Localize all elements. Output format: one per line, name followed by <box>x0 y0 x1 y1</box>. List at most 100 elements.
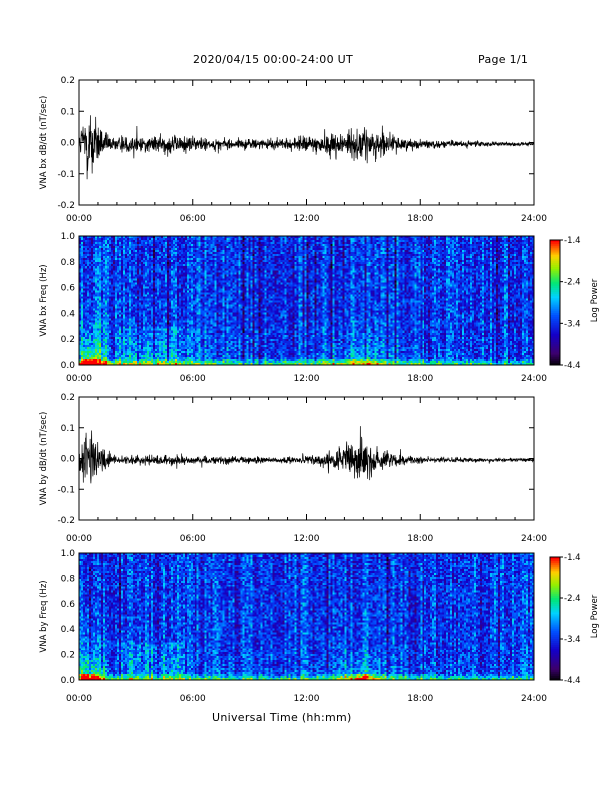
spectrogram-cell <box>216 276 219 279</box>
spectrogram-cell <box>172 348 176 352</box>
spectrogram-cell <box>134 294 138 297</box>
spectrogram-cell <box>214 352 217 356</box>
spectrogram-cell <box>216 238 219 241</box>
spectrogram-cell <box>120 346 124 350</box>
spectrogram-cell <box>164 268 168 271</box>
spectrogram-cell <box>220 270 223 273</box>
spectrogram-cell <box>120 254 124 257</box>
spectrogram-cell <box>79 292 82 295</box>
spectrogram-cell <box>130 344 134 348</box>
spectrogram-cell <box>206 266 210 269</box>
spectrogram-cell <box>92 346 96 350</box>
spectrogram-cell <box>218 286 221 289</box>
spectrogram-cell <box>142 250 146 253</box>
spectrogram-cell <box>114 290 118 293</box>
spectrogram-cell <box>128 274 132 277</box>
spectrogram-cell <box>150 268 154 271</box>
spectrogram-cell <box>128 358 132 362</box>
spectrogram-cell <box>200 250 204 253</box>
spectrogram-cell <box>200 340 204 344</box>
spectrogram-cell <box>216 340 219 344</box>
spectrogram-cell <box>130 280 134 283</box>
spectrogram-cell <box>130 360 134 364</box>
spectrogram-cell <box>130 350 134 354</box>
spectrogram-cell <box>162 322 166 325</box>
spectrogram-cell <box>136 258 140 261</box>
spectrogram-cell <box>166 274 170 277</box>
spectrogram-cell <box>206 254 210 257</box>
spectrogram-cell <box>192 310 196 313</box>
spectrogram-cell <box>214 252 217 255</box>
spectrogram-cell <box>192 320 196 323</box>
spectrogram-cell <box>206 270 210 273</box>
spectrogram-cell <box>192 284 196 287</box>
spectrogram-cell <box>186 270 190 273</box>
spectrogram-cell <box>102 250 106 253</box>
spectrogram-cell <box>166 240 170 243</box>
spectrogram-cell <box>114 250 118 253</box>
spectrogram-cell <box>152 242 156 245</box>
spectrogram-cell <box>186 344 190 348</box>
spectrogram-cell <box>144 340 148 344</box>
spectrogram-cell <box>106 274 110 277</box>
spectrogram-cell <box>216 310 219 313</box>
spectrogram-cell <box>108 266 112 269</box>
spectrogram-cell <box>146 338 150 342</box>
spectrogram-cell <box>82 290 86 293</box>
spectrogram-cell <box>92 254 96 257</box>
spectrogram-cell <box>218 284 221 287</box>
spectrogram-cell <box>86 254 90 257</box>
spectrogram-cell <box>79 328 82 332</box>
spectrogram-cell <box>222 240 225 243</box>
spectrogram-cell <box>120 324 124 328</box>
spectrogram-cell <box>220 294 223 297</box>
spectrogram-cell <box>122 248 126 251</box>
spectrogram-cell <box>138 244 142 247</box>
spectrogram-cell <box>106 262 110 265</box>
spectrogram-cell <box>136 284 140 287</box>
spectrogram-cell <box>150 362 154 366</box>
spectrogram-cell <box>110 318 114 321</box>
spectrogram-cell <box>228 276 231 279</box>
spectrogram-cell <box>130 338 134 342</box>
spectrogram-cell <box>118 284 122 287</box>
spectrogram-cell <box>170 342 174 346</box>
spectrogram-cell <box>96 358 100 362</box>
spectrogram-cell <box>168 264 172 267</box>
spectrogram-cell <box>226 326 229 330</box>
spectrogram-cell <box>188 334 192 338</box>
spectrogram-cell <box>178 328 182 332</box>
spectrogram-cell <box>226 336 229 340</box>
spectrogram-cell <box>130 274 134 277</box>
spectrogram-cell <box>196 272 200 275</box>
y-tick-label: 0.0 <box>61 139 76 149</box>
spectrogram-cell <box>226 344 229 348</box>
spectrogram-cell <box>166 336 170 340</box>
spectrogram-cell <box>100 300 104 303</box>
spectrogram-cell <box>114 304 118 307</box>
spectrogram-cell <box>90 302 94 305</box>
spectrogram-cell <box>156 254 160 257</box>
spectrogram-cell <box>118 270 122 273</box>
spectrogram-cell <box>166 340 170 344</box>
spectrogram-cell <box>150 238 154 241</box>
spectrogram-cell <box>190 246 194 249</box>
spectrogram-cell <box>178 340 182 344</box>
spectrogram-cell <box>156 322 160 325</box>
spectrogram-cell <box>128 296 132 299</box>
spectrogram-cell <box>224 318 227 321</box>
spectrogram-cell <box>200 336 204 340</box>
spectrogram-cell <box>116 346 120 350</box>
spectrogram-cell <box>106 248 110 251</box>
spectrogram-cell <box>110 360 114 364</box>
spectrogram-cell <box>218 248 221 251</box>
spectrogram-cell <box>174 328 178 332</box>
spectrogram-cell <box>148 346 152 350</box>
spectrogram-cell <box>166 350 170 354</box>
spectrogram-cell <box>208 328 212 332</box>
spectrogram-cell <box>124 344 128 348</box>
spectrogram-cell <box>176 294 180 297</box>
spectrogram-cell <box>156 350 160 354</box>
spectrogram-cell <box>164 360 168 364</box>
spectrogram-cell <box>146 288 150 291</box>
